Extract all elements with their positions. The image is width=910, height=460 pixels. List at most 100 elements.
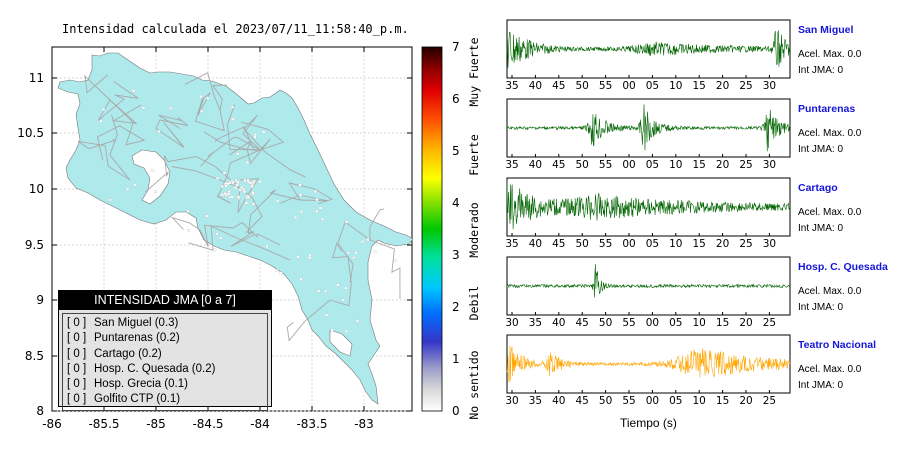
- waveform-trace: [506, 179, 791, 230]
- town-marker: [253, 133, 257, 137]
- waveform-tick-label: 05: [646, 159, 659, 171]
- station-int-jma: Int JMA: 0: [798, 144, 843, 155]
- waveform-tick-label: 30: [763, 80, 776, 92]
- waveform-tick-label: 30: [505, 317, 518, 329]
- town-marker: [243, 178, 247, 182]
- waveform-tick-label: 15: [716, 317, 729, 329]
- road-segment: [96, 99, 146, 161]
- road-segment: [369, 208, 384, 241]
- road-segment: [229, 138, 271, 165]
- road-segment: [369, 239, 401, 299]
- waveform-tick-label: 45: [576, 395, 589, 407]
- town-marker: [320, 217, 324, 221]
- town-marker: [344, 286, 348, 290]
- waveform-tick-label: 25: [739, 80, 752, 92]
- colorbar-tick-label: 3: [452, 248, 460, 262]
- station-acel-max: Acel. Max. 0.0: [798, 286, 862, 297]
- road-segment: [227, 104, 261, 151]
- waveform-tick-label: 55: [599, 159, 612, 171]
- map-title: Intensidad calculada el 2023/07/11_11:58…: [62, 22, 409, 36]
- town-marker: [226, 182, 230, 186]
- legend-list: [ 0 ] San Miguel (0.3) [ 0 ] Puntarenas (0…: [62, 313, 268, 411]
- map-x-tick-label: -86: [42, 417, 62, 431]
- waveform-tick-label: 30: [505, 395, 518, 407]
- town-marker: [169, 106, 173, 110]
- town-marker: [227, 190, 231, 193]
- town-marker: [345, 220, 349, 224]
- station-int-jma: Int JMA: 0: [798, 302, 843, 313]
- town-marker: [231, 181, 235, 184]
- waveform-tick-label: 25: [763, 395, 776, 407]
- town-marker: [236, 152, 240, 156]
- waveform-tick-label: 30: [763, 238, 776, 250]
- legend-item: [ 0 ] Hosp. C. Quesada (0.2): [67, 362, 267, 377]
- town-marker: [222, 171, 226, 175]
- town-marker: [258, 180, 262, 184]
- road-segment: [158, 114, 188, 129]
- waveform-tick-label: 15: [693, 159, 706, 171]
- town-marker: [294, 216, 297, 219]
- colorbar-tick-label: 6: [452, 92, 460, 106]
- map-x-tick-label: -83: [354, 417, 374, 431]
- waveform-tick-label: 35: [529, 317, 542, 329]
- town-marker: [246, 161, 249, 164]
- town-marker: [373, 249, 377, 253]
- station-name: Puntarenas: [798, 103, 855, 115]
- waveform-tick-label: 40: [552, 395, 565, 407]
- road-segment: [109, 99, 142, 125]
- road-segment: [145, 155, 241, 193]
- map-y-tick-label: 11: [29, 71, 44, 85]
- town-marker: [219, 236, 223, 240]
- colorbar-tick-label: 5: [452, 144, 460, 158]
- town-marker: [274, 268, 278, 272]
- map-y-tick-label: 8: [36, 404, 44, 418]
- road-segment: [329, 242, 352, 307]
- map-axis-ticks: -86 -85.5 -85 -84.5 -84 -83.5 -83 11 10.5 10 9.5 9 8…: [17, 47, 412, 431]
- osa-gulf: [329, 329, 353, 357]
- town-marker: [220, 185, 224, 188]
- waveform-panel: 30 35 40 45 50 55 00 05 10 15 20 25 Hosp. C. Quesada…: [505, 256, 888, 329]
- waveform-tick-label: 20: [739, 317, 752, 329]
- waveform-panel: 35 40 45 50 55 00 05 10 15 20 25 30 Cartago Acel. Max…: [505, 177, 862, 250]
- town-marker: [317, 289, 321, 293]
- legend-item: [ 0 ] Hosp. Grecia (0.1): [67, 377, 267, 392]
- colorbar-gradient: [421, 46, 443, 412]
- town-marker: [213, 248, 217, 252]
- legend-item: [ 0 ] San Miguel (0.3): [67, 316, 267, 331]
- town-marker: [215, 232, 219, 236]
- map-y-tick-label: 10.5: [17, 126, 44, 140]
- town-marker: [227, 192, 231, 196]
- town-marker: [300, 210, 303, 213]
- waveform-tick-label: 20: [739, 395, 752, 407]
- waveform-tick-label: 10: [669, 80, 682, 92]
- legend-code: [ 0 ]: [67, 347, 87, 360]
- road-segment: [194, 92, 225, 132]
- legend-label: Hosp. C. Quesada (0.2): [94, 362, 216, 375]
- colorbar-tick-label: 2: [452, 300, 460, 314]
- town-marker: [279, 271, 283, 275]
- town-marker: [187, 229, 191, 232]
- road-segment: [212, 84, 227, 111]
- waveform-tick-label: 20: [716, 159, 729, 171]
- waveform-tick-label: 10: [693, 395, 706, 407]
- map-x-tick-label: -83.5: [296, 417, 327, 431]
- legend-item: [ 0 ] Cartago (0.2): [67, 347, 267, 362]
- road-segment: [77, 139, 131, 181]
- colorbar-category-label: Fuerte: [467, 134, 481, 176]
- road-segment: [239, 187, 263, 234]
- waveform-trace: [506, 264, 791, 298]
- town-marker: [330, 328, 334, 332]
- legend-code: [ 0 ]: [67, 332, 87, 345]
- waveform-panels: 35 40 45 50 55 00 05 10 15 20 25 30 San Miguel Acel. …: [505, 19, 888, 407]
- waveform-tick-label: 45: [552, 238, 565, 250]
- road-segment: [170, 216, 201, 231]
- station-int-jma: Int JMA: 0: [798, 65, 843, 76]
- waveform-tick-label: 10: [669, 159, 682, 171]
- road-segment: [200, 136, 261, 167]
- road-segment: [242, 115, 306, 178]
- road-segment: [109, 114, 131, 181]
- waveform-tick-label: 50: [599, 395, 612, 407]
- road-segment: [155, 119, 185, 148]
- road-segment: [241, 121, 285, 151]
